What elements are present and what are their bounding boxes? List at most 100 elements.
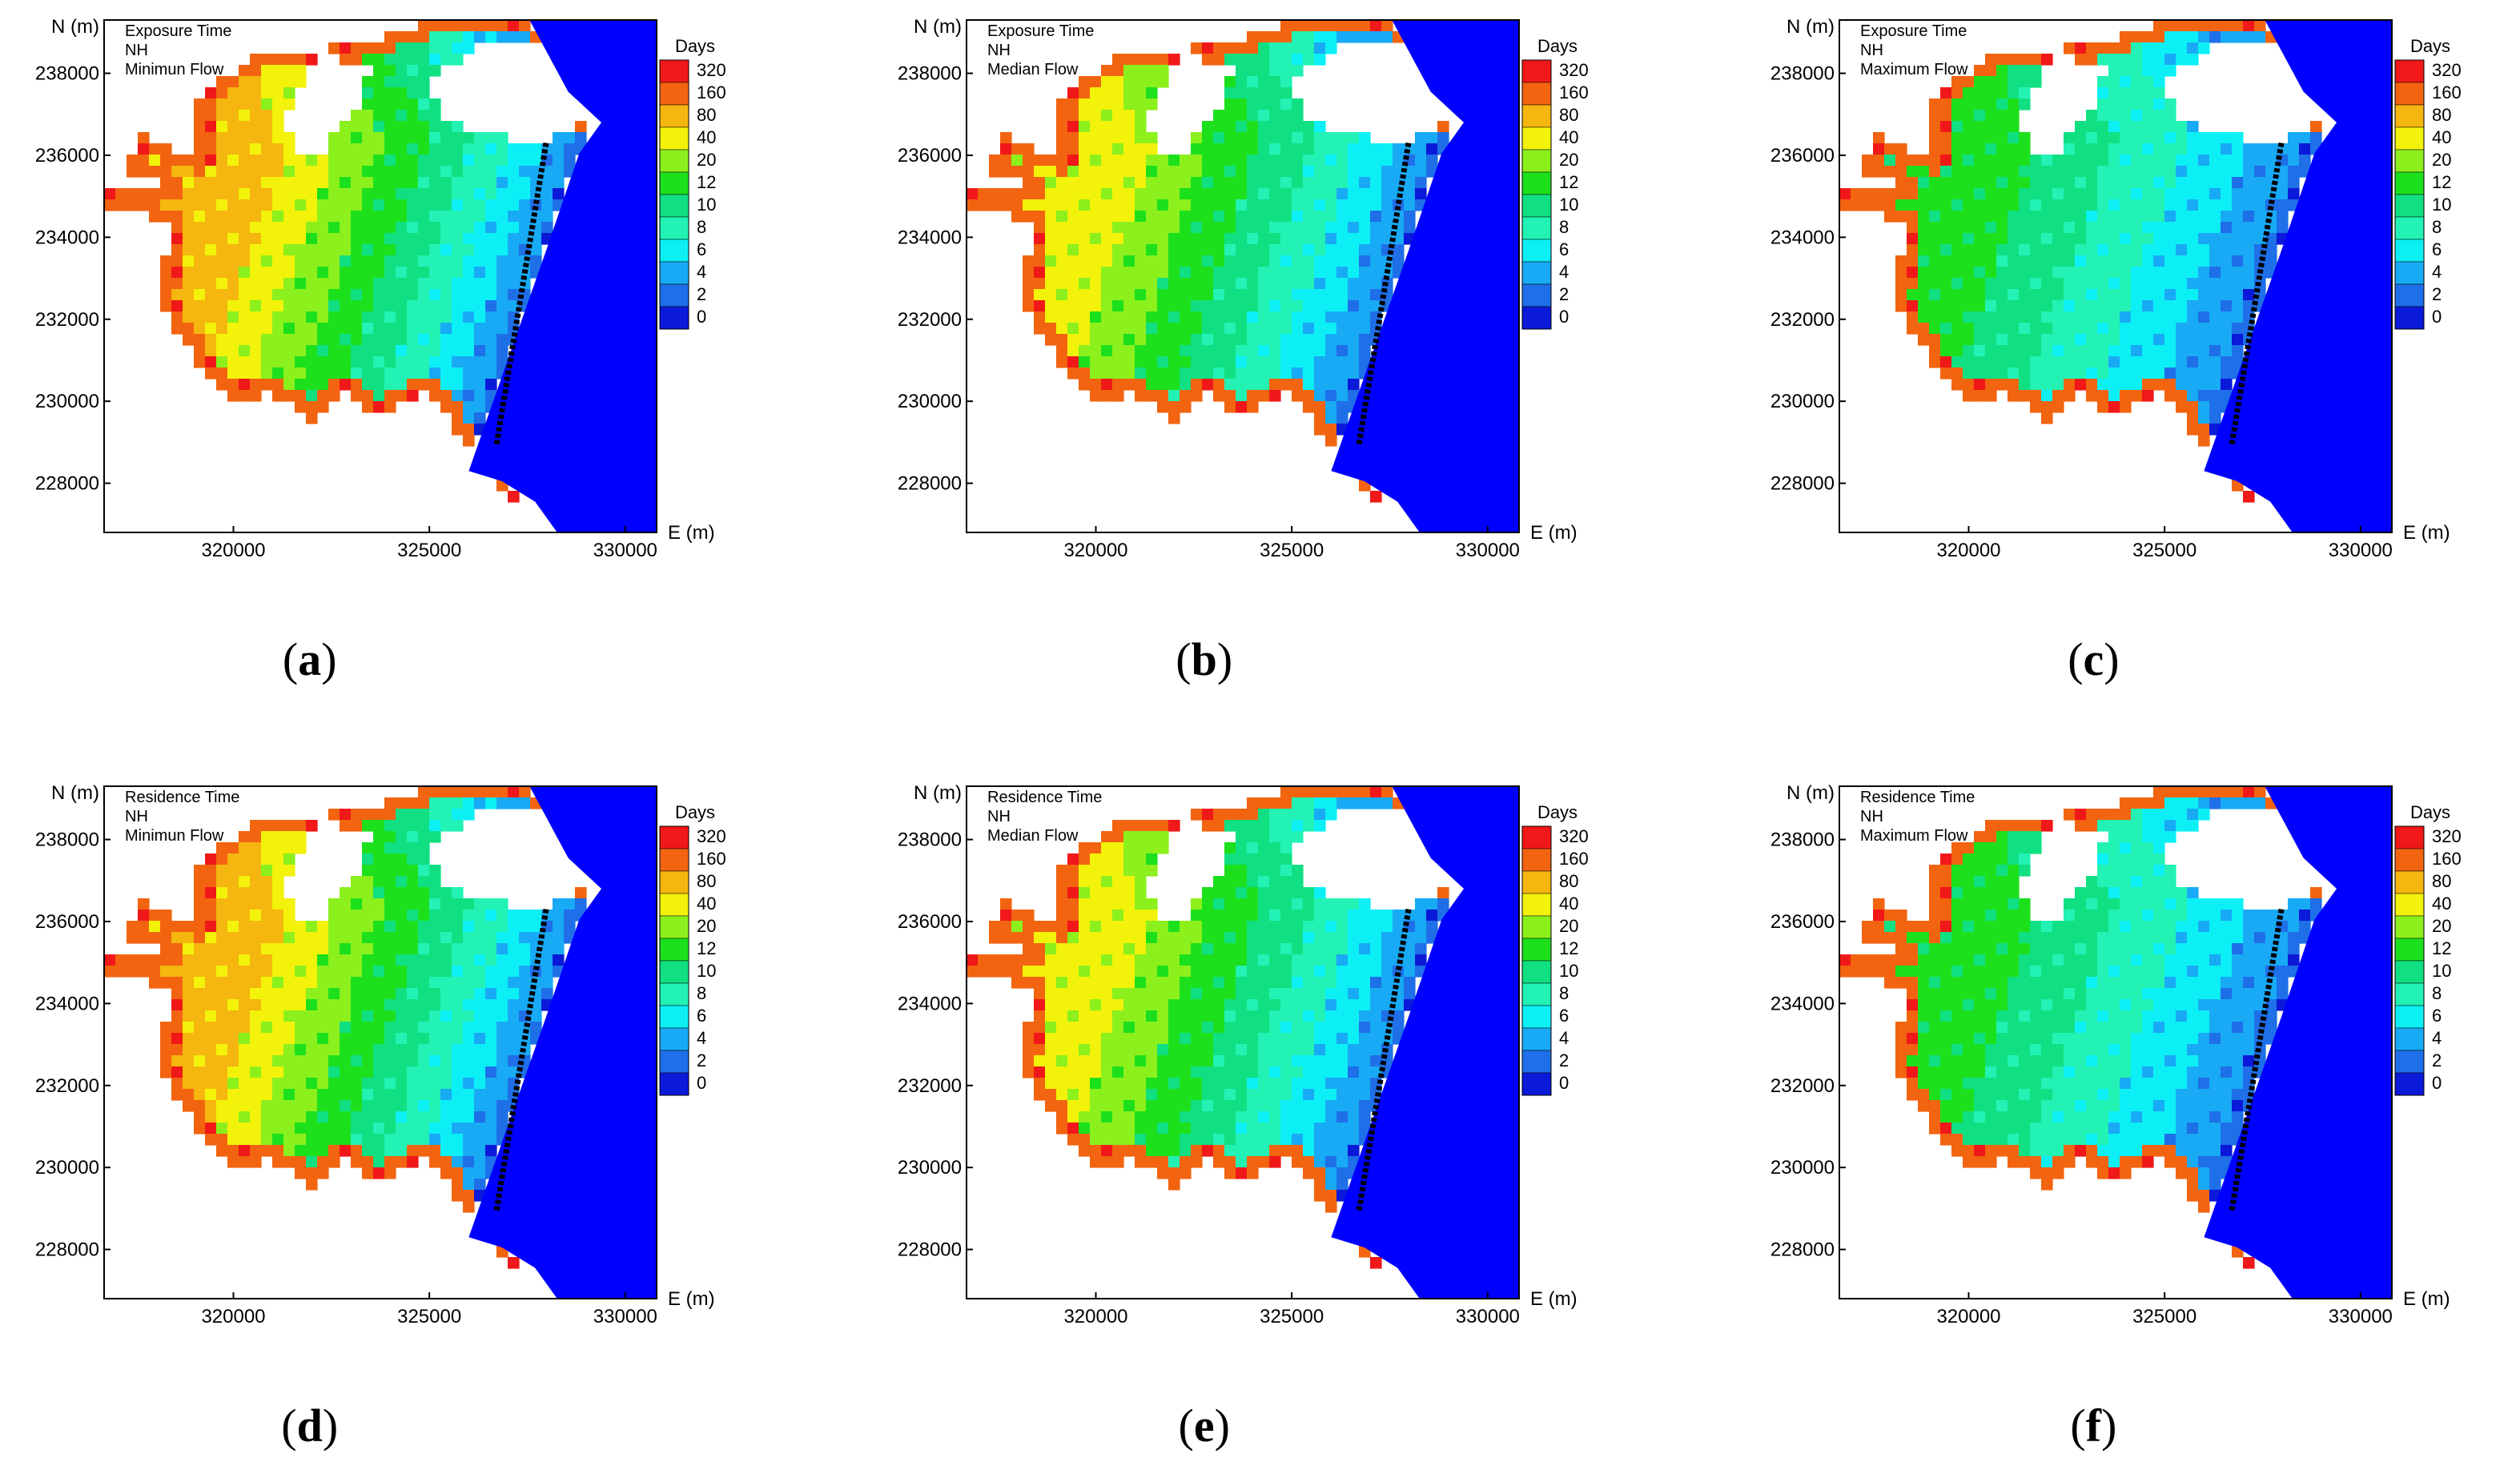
heatmap-cell [261, 199, 273, 211]
heatmap-cell [1202, 367, 1214, 380]
heatmap-cell [2209, 233, 2221, 245]
heatmap-cell [1404, 988, 1416, 1000]
heatmap-cell [2232, 155, 2244, 167]
heatmap-cell [171, 289, 183, 301]
heatmap-cell [384, 244, 396, 256]
heatmap-cell [463, 199, 475, 211]
heatmap-cell [2187, 42, 2199, 54]
heatmap-cell [1325, 1078, 1337, 1090]
heatmap-cell [194, 199, 206, 211]
heatmap-cell [2187, 278, 2199, 290]
heatmap-cell [1303, 1044, 1315, 1056]
heatmap-cell [171, 211, 183, 223]
heatmap-cell [272, 289, 284, 301]
heatmap-cell [1135, 155, 1147, 167]
heatmap-cell [463, 323, 475, 335]
heatmap-cell [1247, 356, 1259, 368]
heatmap-cell [205, 278, 217, 290]
heatmap-cell [2131, 379, 2143, 391]
heatmap-cell [351, 910, 363, 922]
heatmap-cell [407, 853, 419, 866]
heatmap-cell [295, 831, 307, 843]
heatmap-cell [1236, 1123, 1248, 1135]
heatmap-cell [2176, 222, 2188, 234]
heatmap-cell [519, 199, 531, 211]
heatmap-cell [272, 1145, 284, 1157]
heatmap-cell [1112, 211, 1124, 223]
heatmap-cell [1929, 121, 1941, 133]
heatmap-cell [1292, 1078, 1304, 1090]
heatmap-cell [227, 932, 239, 944]
heatmap-cell [2019, 222, 2031, 234]
heatmap-cell [295, 76, 307, 88]
heatmap-cell [1393, 244, 1405, 256]
heatmap-cell [1314, 199, 1326, 211]
heatmap-cell [418, 921, 430, 933]
heatmap-cell [396, 42, 408, 54]
heatmap-cell [1325, 1022, 1337, 1034]
heatmap-cell [2041, 289, 2053, 301]
heatmap-cell [1951, 267, 1963, 279]
heatmap-cell [2064, 311, 2076, 323]
heatmap-cell [440, 910, 452, 922]
heatmap-cell [1157, 988, 1169, 1000]
heatmap-cell [1123, 977, 1135, 989]
heatmap-cell [261, 311, 273, 323]
legend-level-label: 20 [2432, 150, 2451, 170]
heatmap-cell [1056, 1066, 1068, 1078]
heatmap-cell [340, 222, 352, 234]
heatmap-cell [1067, 865, 1079, 877]
heatmap-cell [2052, 311, 2064, 323]
heatmap-cell [362, 390, 374, 402]
heatmap-cell [194, 1066, 206, 1078]
heatmap-cell [205, 166, 217, 178]
heatmap-cell [1280, 1123, 1292, 1135]
heatmap-cell [1157, 1044, 1169, 1056]
heatmap-cell [1963, 222, 1975, 234]
heatmap-cell [2086, 188, 2098, 200]
heatmap-cell [2221, 188, 2233, 200]
heatmap-cell [429, 1010, 441, 1022]
heatmap-cell [205, 222, 217, 234]
legend-swatch [659, 915, 689, 939]
heatmap-cell [1247, 177, 1259, 189]
heatmap-cell [1269, 244, 1281, 256]
heatmap-cell [272, 98, 284, 110]
heatmap-cell [396, 831, 408, 843]
heatmap-cell [1123, 1123, 1135, 1135]
legend-swatch [659, 1027, 689, 1051]
heatmap-cell [1269, 966, 1281, 978]
heatmap-cell [205, 244, 217, 256]
heatmap-cell [1090, 1111, 1102, 1123]
heatmap-cell [317, 379, 329, 391]
heatmap-cell [2008, 300, 2020, 312]
heatmap-cell [1112, 65, 1124, 77]
heatmap-cell [2164, 289, 2176, 301]
heatmap-cell [261, 977, 273, 989]
heatmap-cell [2075, 211, 2087, 223]
heatmap-cell [1180, 289, 1192, 301]
heatmap-cell [1974, 244, 1986, 256]
heatmap-cell [261, 876, 273, 888]
heatmap-cell [1236, 1010, 1248, 1022]
heatmap-cell [160, 966, 172, 978]
heatmap-cell [1895, 155, 1907, 167]
heatmap-cell [1056, 932, 1068, 944]
heatmap-cell [396, 334, 408, 346]
heatmap-cell [485, 367, 497, 380]
heatmap-cell [2176, 132, 2188, 144]
heatmap-cell [1213, 199, 1225, 211]
heatmap-cell [2041, 244, 2053, 256]
heatmap-cell [160, 1044, 172, 1056]
panel-a: 320000 325000 3300002280002300002320002340… [35, 16, 726, 685]
heatmap-cell [1123, 842, 1135, 854]
heatmap-cell [2243, 211, 2255, 223]
heatmap-cell [1191, 42, 1203, 54]
heatmap-cell [485, 1134, 497, 1146]
heatmap-cell [384, 1111, 396, 1123]
heatmap-cell [1292, 1010, 1304, 1022]
heatmap-cell [283, 300, 295, 312]
heatmap-cell [1180, 932, 1192, 944]
heatmap-cell [261, 1066, 273, 1078]
heatmap-cell [1236, 954, 1248, 966]
